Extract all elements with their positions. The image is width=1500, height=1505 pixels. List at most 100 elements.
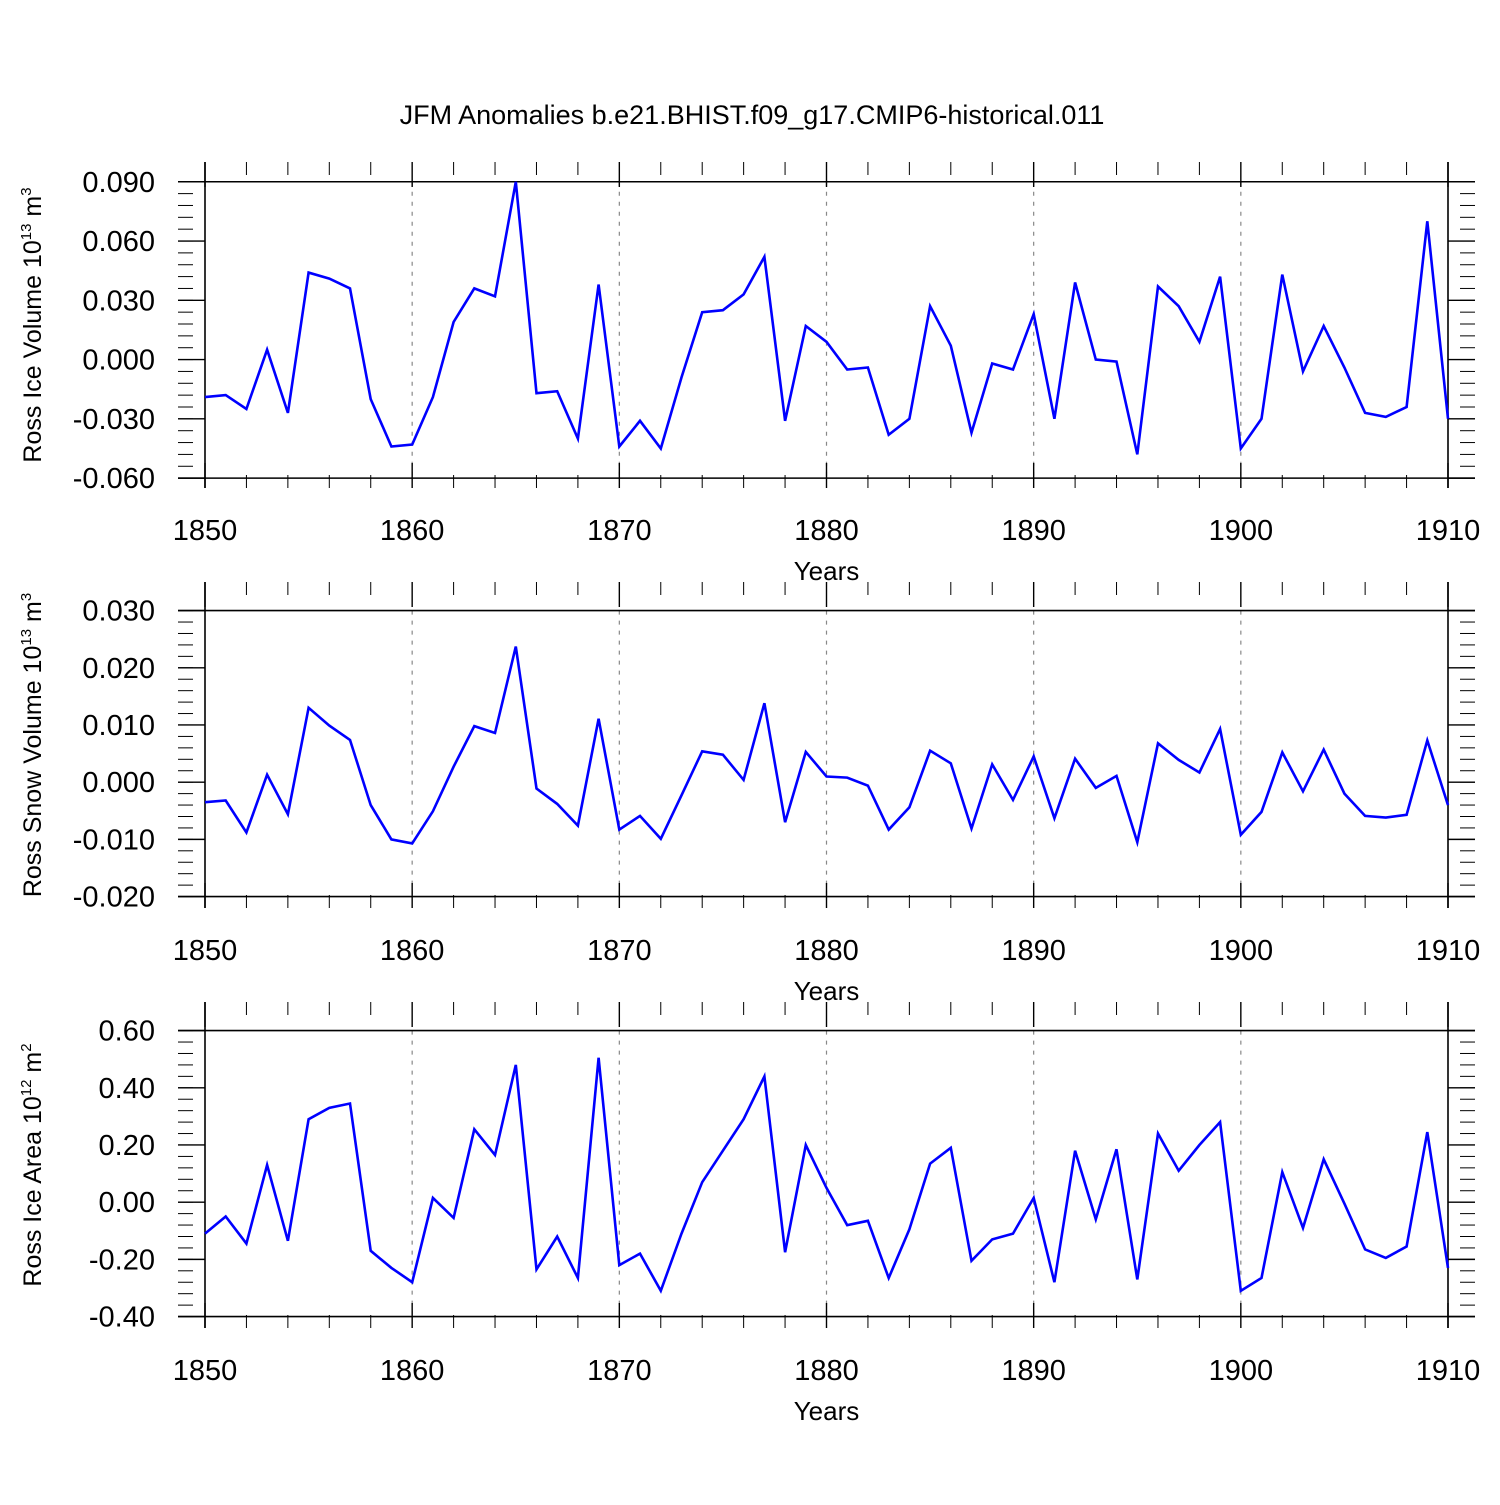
data-point: [1281, 274, 1283, 276]
data-point: [266, 1164, 268, 1166]
data-point: [494, 1154, 496, 1156]
data-point: [245, 832, 247, 834]
data-point: [763, 1075, 765, 1077]
data-point: [225, 799, 227, 801]
data-point: [1364, 1248, 1366, 1250]
data-point: [287, 813, 289, 815]
y-tick-label: -0.030: [73, 404, 155, 436]
data-point: [1426, 220, 1428, 222]
data-point: [1012, 368, 1014, 370]
data-point: [1447, 418, 1449, 420]
data-point: [929, 1163, 931, 1165]
data-point: [888, 1277, 890, 1279]
y-tick-label: -0.060: [73, 463, 155, 495]
data-point: [370, 398, 372, 400]
y-tick-label: 0.030: [82, 596, 155, 628]
x-axis-title: Years: [794, 1396, 860, 1426]
data-point: [1261, 811, 1263, 813]
data-point: [328, 1107, 330, 1109]
data-point: [991, 1238, 993, 1240]
data-point: [805, 325, 807, 327]
data-point: [1074, 1150, 1076, 1152]
data-point: [1302, 370, 1304, 372]
y-tick-label: 0.020: [82, 653, 155, 685]
x-tick-label: 1860: [380, 515, 445, 547]
data-point: [1157, 285, 1159, 287]
data-point: [556, 390, 558, 392]
data-point: [763, 256, 765, 258]
data-point: [908, 1228, 910, 1230]
y-axis-title: Ross Ice Area 1012 m2: [18, 1043, 47, 1286]
data-point: [805, 751, 807, 753]
data-point: [639, 1253, 641, 1255]
x-tick-label: 1900: [1209, 1355, 1274, 1387]
data-point: [639, 815, 641, 817]
data-point: [639, 420, 641, 422]
data-point: [535, 392, 537, 394]
data-point: [535, 787, 537, 789]
data-point: [390, 838, 392, 840]
x-tick-label: 1910: [1416, 515, 1481, 547]
data-point: [971, 1260, 973, 1262]
data-point: [411, 1281, 413, 1283]
data-point: [1095, 1218, 1097, 1220]
data-point: [867, 1220, 869, 1222]
data-point: [1343, 1203, 1345, 1205]
data-point: [349, 1103, 351, 1105]
y-tick-label: 0.60: [99, 1016, 155, 1048]
data-point: [888, 829, 890, 831]
data-point: [618, 446, 620, 448]
data-point: [701, 1181, 703, 1183]
data-point: [784, 1251, 786, 1253]
y-axis-title: Ross Snow Volume 1013 m3: [18, 593, 47, 897]
y-tick-label: 0.010: [82, 710, 155, 742]
data-point: [680, 794, 682, 796]
data-point: [1136, 453, 1138, 455]
data-point: [950, 345, 952, 347]
data-point: [784, 420, 786, 422]
data-point: [1053, 418, 1055, 420]
data-point: [1323, 749, 1325, 751]
x-tick-label: 1890: [1001, 935, 1066, 967]
data-point: [1406, 1246, 1408, 1248]
data-point: [1426, 1131, 1428, 1133]
data-point: [1116, 1148, 1118, 1150]
data-point: [453, 321, 455, 323]
data-point: [287, 412, 289, 414]
data-point: [1116, 775, 1118, 777]
y-tick-label: 0.20: [99, 1130, 155, 1162]
y-tick-label: 0.000: [82, 345, 155, 377]
data-point: [680, 376, 682, 378]
data-point: [1012, 1233, 1014, 1235]
data-point: [515, 181, 517, 183]
data-point: [225, 1215, 227, 1217]
data-point: [929, 305, 931, 307]
data-point: [1364, 815, 1366, 817]
data-point: [1447, 1267, 1449, 1269]
data-point: [1012, 799, 1014, 801]
data-point: [1157, 742, 1159, 744]
x-tick-label: 1850: [173, 515, 238, 547]
data-point: [515, 1064, 517, 1066]
data-point: [1385, 416, 1387, 418]
data-point: [598, 718, 600, 720]
data-point: [1302, 1227, 1304, 1229]
data-point: [473, 287, 475, 289]
data-point: [743, 779, 745, 781]
data-point: [1095, 787, 1097, 789]
data-point: [204, 396, 206, 398]
data-point: [743, 1118, 745, 1120]
data-point: [1426, 739, 1428, 741]
data-point: [1198, 771, 1200, 773]
data-point: [908, 418, 910, 420]
data-point: [1219, 728, 1221, 730]
data-point: [1095, 359, 1097, 361]
data-point: [763, 702, 765, 704]
y-tick-label: 0.060: [82, 226, 155, 258]
data-point: [473, 1128, 475, 1130]
y-tick-label: 0.40: [99, 1073, 155, 1105]
data-point: [743, 293, 745, 295]
data-point: [1406, 814, 1408, 816]
data-point: [473, 725, 475, 727]
